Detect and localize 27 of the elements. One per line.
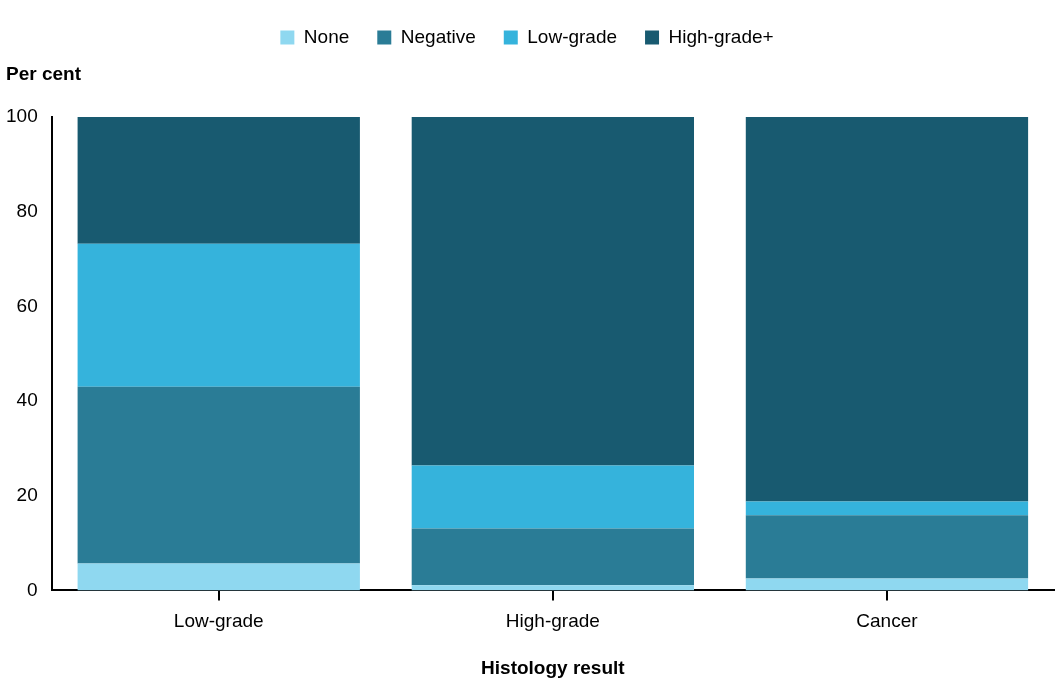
y-tick-label: 60	[16, 294, 38, 316]
y-tick-label: 20	[16, 483, 38, 505]
y-axis-title: Per cent	[6, 63, 82, 85]
legend-label: None	[303, 25, 350, 47]
bar	[77, 386, 360, 564]
bar	[745, 117, 1029, 502]
x-tick-label: Low-grade	[173, 610, 264, 632]
legend-label: Low-grade	[527, 25, 618, 47]
y-tick-label: 100	[6, 105, 38, 127]
x-axis-title: Histology result	[481, 656, 626, 678]
bar	[77, 117, 360, 244]
bar	[745, 578, 1029, 591]
bar	[77, 243, 360, 387]
x-tick-label: High-grade	[505, 610, 600, 632]
x-tick-label: Cancer	[856, 610, 919, 632]
legend-label: High-grade+	[668, 25, 774, 47]
bar	[411, 117, 695, 466]
bar	[411, 528, 695, 586]
bar	[411, 585, 695, 591]
legend-label: Negative	[400, 25, 476, 47]
bar	[745, 501, 1029, 516]
y-tick-label: 40	[16, 389, 38, 411]
bar	[77, 563, 360, 591]
bar	[745, 515, 1029, 579]
bar	[411, 465, 695, 529]
y-tick-label: 0	[27, 578, 38, 600]
y-tick-label: 80	[16, 199, 38, 221]
